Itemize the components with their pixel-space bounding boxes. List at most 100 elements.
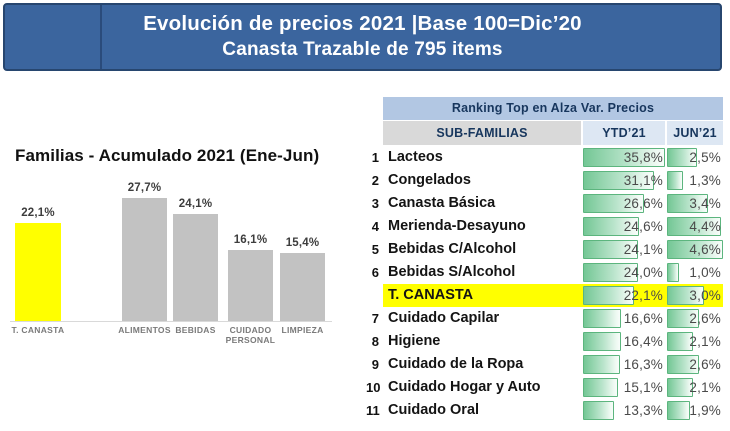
ytd-value: 26,6% (623, 196, 663, 211)
bar-value-label: 27,7% (127, 182, 162, 194)
table-title: Ranking Top en Alza Var. Precios (383, 97, 723, 120)
jun-databar (667, 286, 704, 305)
jun-databar (667, 240, 723, 259)
column-header-subfamilias: SUB-FAMILIAS (383, 121, 581, 145)
row-rank: 3 (371, 196, 379, 211)
ytd-cell: 15,1% (583, 376, 665, 399)
chart-bar-bebidas (173, 214, 218, 321)
row-content: Bebidas S/Alcohol 24,0% 1,0% (383, 261, 723, 284)
row-rank: 1 (371, 150, 379, 165)
chart-plot-area: 22,1% T. CANASTA 27,7% ALIMENTOS 24,1% BEBIDA… (0, 145, 352, 385)
families-bar-chart: Familias - Acumulado 2021 (Ene-Jun) 22,1… (0, 145, 352, 385)
ytd-databar (583, 240, 639, 259)
ytd-value: 16,3% (623, 357, 663, 372)
ytd-databar (583, 194, 644, 213)
bar-value-label: 16,1% (233, 234, 268, 246)
ytd-value: 24,1% (623, 242, 663, 257)
jun-cell: 2,6% (667, 353, 723, 376)
row-content: Cuidado Hogar y Auto 15,1% 2,1% (383, 376, 723, 399)
row-rank: 6 (371, 265, 379, 280)
chart-bar-limpieza (280, 253, 325, 321)
table-row: 7 Cuidado Capilar 16,6% 2,6% (366, 307, 726, 330)
jun-cell: 2,6% (667, 307, 723, 330)
jun-cell: 1,0% (667, 261, 723, 284)
chart-title: Familias - Acumulado 2021 (Ene-Jun) (15, 146, 320, 165)
column-header-jun: JUN’21 (667, 121, 723, 145)
ytd-cell: 35,8% (583, 146, 665, 169)
row-name: T. CANASTA (388, 287, 474, 303)
jun-cell: 1,3% (667, 169, 723, 192)
bar-value-label: 15,4% (285, 237, 320, 249)
jun-cell: 2,1% (667, 330, 723, 353)
report-subtitle: Canasta Trazable de 795 items (222, 39, 503, 60)
ytd-databar (583, 217, 640, 236)
ytd-value: 13,3% (623, 403, 663, 418)
jun-databar (667, 217, 721, 236)
row-name: Cuidado Hogar y Auto (388, 379, 541, 395)
row-content: Merienda-Desayuno 24,6% 4,4% (383, 215, 723, 238)
jun-value: 4,4% (689, 219, 721, 234)
jun-value: 1,0% (689, 265, 721, 280)
jun-cell: 4,6% (667, 238, 723, 261)
row-content: Congelados 31,1% 1,3% (383, 169, 723, 192)
table-row: 3 Canasta Básica 26,6% 3,4% (366, 192, 726, 215)
row-rank: 4 (371, 219, 379, 234)
jun-cell: 1,9% (667, 399, 723, 422)
x-axis-baseline (10, 321, 332, 322)
ytd-cell: 13,3% (583, 399, 665, 422)
jun-databar (667, 332, 693, 351)
table-row: 2 Congelados 31,1% 1,3% (366, 169, 726, 192)
table-row: 6 Bebidas S/Alcohol 24,0% 1,0% (366, 261, 726, 284)
jun-cell: 3,4% (667, 192, 723, 215)
ytd-value: 31,1% (623, 173, 663, 188)
row-name: Higiene (388, 333, 441, 349)
jun-databar (667, 309, 699, 328)
ytd-databar (583, 286, 634, 305)
row-name: Merienda-Desayuno (388, 218, 526, 234)
title-banner: Evolución de precios 2021 |Base 100=Dic’… (3, 3, 722, 71)
jun-value: 3,4% (689, 196, 721, 211)
row-name: Cuidado Oral (388, 402, 480, 418)
jun-databar (667, 401, 691, 420)
table-body: 1 Lacteos 35,8% 2,5% 2 Congelados 31,1% 1,3% 3 Ca… (366, 146, 726, 422)
ranking-table: Ranking Top en Alza Var. Precios SUB-FAM… (366, 97, 726, 427)
report-title: Evolución de precios 2021 |Base 100=Dic’… (143, 12, 582, 35)
jun-value: 2,5% (689, 150, 721, 165)
jun-databar (667, 194, 709, 213)
ytd-cell: 16,3% (583, 353, 665, 376)
bar-category-label: LIMPIEZA (281, 325, 324, 335)
table-row: 10 Cuidado Hogar y Auto 15,1% 2,1% (366, 376, 726, 399)
table-row: 4 Merienda-Desayuno 24,6% 4,4% (366, 215, 726, 238)
ytd-cell: 16,6% (583, 307, 665, 330)
jun-databar (667, 378, 693, 397)
row-name: Bebidas S/Alcohol (388, 264, 516, 280)
jun-value: 4,6% (689, 242, 721, 257)
ytd-value: 24,6% (623, 219, 663, 234)
row-content: Cuidado de la Ropa 16,3% 2,6% (383, 353, 723, 376)
table-row: 8 Higiene 16,4% 2,1% (366, 330, 726, 353)
row-content: Cuidado Oral 13,3% 1,9% (383, 399, 723, 422)
column-header-ytd: YTD’21 (583, 121, 665, 145)
ytd-cell: 24,0% (583, 261, 665, 284)
row-content: Canasta Básica 26,6% 3,4% (383, 192, 723, 215)
row-content: Cuidado Capilar 16,6% 2,6% (383, 307, 723, 330)
bar-value-label: 24,1% (178, 198, 213, 210)
jun-value: 3,0% (689, 288, 721, 303)
ytd-databar (583, 401, 614, 420)
table-row: 11 Cuidado Oral 13,3% 1,9% (366, 399, 726, 422)
ytd-databar (583, 171, 655, 190)
ytd-databar (583, 309, 622, 328)
row-content: Lacteos 35,8% 2,5% (383, 146, 723, 169)
row-rank: 10 (366, 380, 381, 395)
ytd-databar (583, 263, 638, 282)
row-content: Higiene 16,4% 2,1% (383, 330, 723, 353)
table-header-row: SUB-FAMILIAS YTD’21 JUN’21 (383, 121, 723, 145)
jun-databar (667, 148, 698, 167)
ytd-databar (583, 355, 621, 374)
jun-databar (667, 171, 683, 190)
row-name: Lacteos (388, 149, 443, 165)
banner-seam-divider (100, 5, 102, 69)
ytd-value: 16,4% (623, 334, 663, 349)
bar-value-label: 22,1% (21, 207, 55, 219)
bar-category-label: CUIDADO PERSONAL (225, 325, 276, 345)
